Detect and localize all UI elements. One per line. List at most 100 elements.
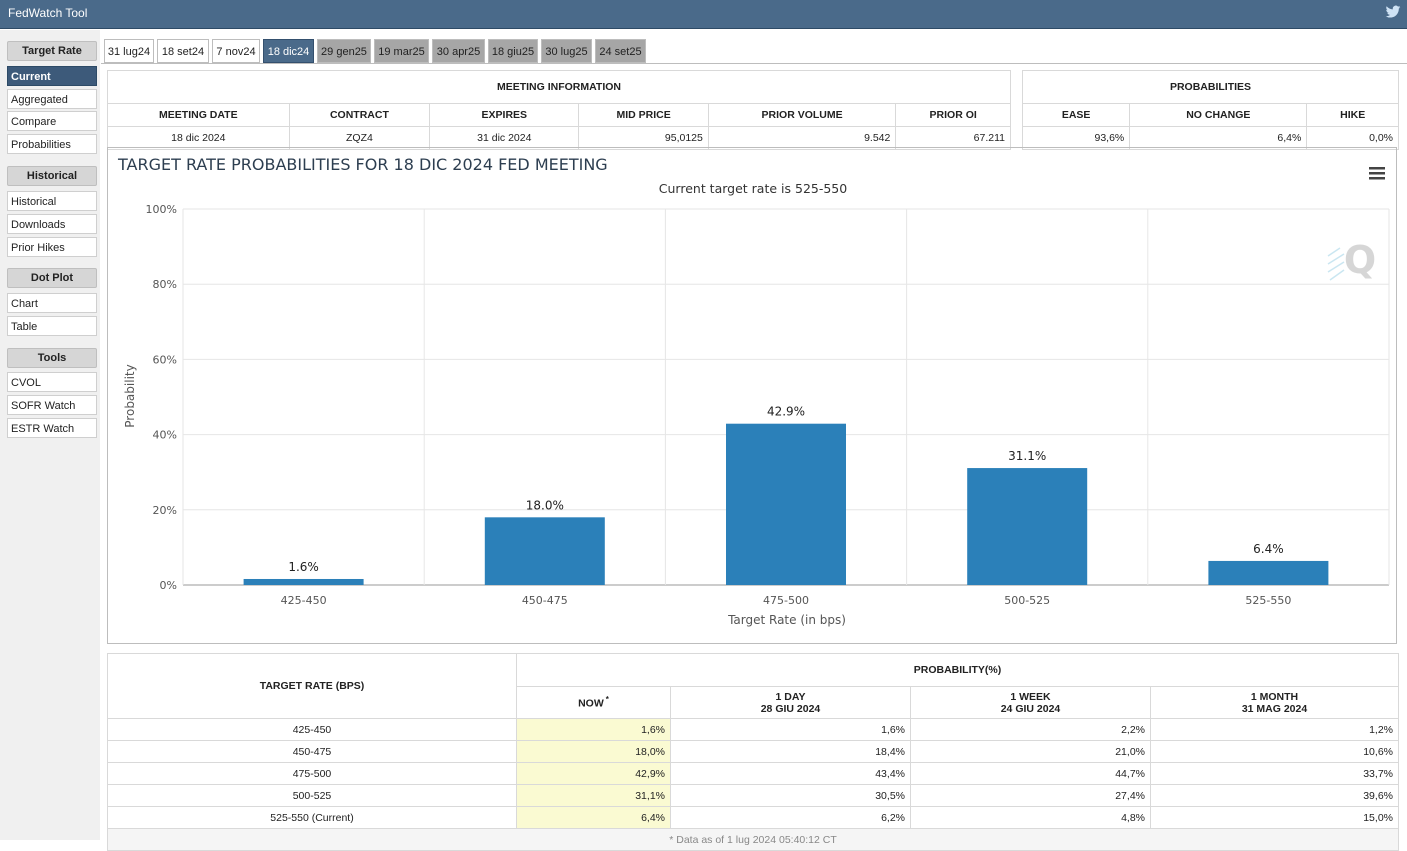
tab-meeting-3[interactable]: 7 nov24 <box>212 39 260 63</box>
sidebar-item-compare[interactable]: Compare <box>7 111 97 131</box>
col-ease: EASE <box>1021 103 1131 127</box>
tab-divider <box>101 63 1407 64</box>
col-now-mark: * <box>605 695 609 705</box>
bar-500-525 <box>967 468 1088 585</box>
sidebar-item-prior-hikes[interactable]: Prior Hikes <box>7 237 97 257</box>
tab-meeting-5[interactable]: 29 gen25 <box>317 39 371 63</box>
row-1-week: 21,0% <box>910 740 1151 763</box>
chart-menu-icon[interactable] <box>1369 167 1385 180</box>
row-1-week: 44,7% <box>910 762 1151 785</box>
chart-bars: 1.6% 18.0% 42.9% 31.1% 6.4% <box>243 405 1329 585</box>
tab-meeting-7[interactable]: 30 apr25 <box>432 39 485 63</box>
row-1-day: 6,2% <box>670 806 911 829</box>
tab-meeting-4[interactable]: 18 dic24 <box>263 39 314 63</box>
sidebar-item-cvol[interactable]: CVOL <box>7 372 97 392</box>
tab-meeting-1[interactable]: 31 lug24 <box>104 39 154 63</box>
col-1-day-label: 1 DAY <box>775 690 806 703</box>
sidebar-heading-tools: Tools <box>7 348 97 368</box>
row-1-week: 2,2% <box>910 718 1151 741</box>
table-row: 425-450 1,6% 1,6% 2,2% 1,2% <box>107 718 1399 741</box>
x-axis-label: Target Rate (in bps) <box>727 613 846 627</box>
col-now: NOW * <box>516 686 671 719</box>
x-tick-label: 525-550 <box>1245 594 1291 607</box>
sidebar-item-estr-watch[interactable]: ESTR Watch <box>7 418 97 438</box>
row-now: 1,6% <box>516 718 671 741</box>
bar-value-label: 1.6% <box>288 560 319 574</box>
col-target-rate: TARGET RATE (BPS) <box>107 653 517 719</box>
col-no-change: NO CHANGE <box>1129 103 1308 127</box>
col-1-week-label: 1 WEEK <box>1010 690 1051 703</box>
tab-meeting-8[interactable]: 18 giu25 <box>488 39 538 63</box>
sidebar-item-table[interactable]: Table <box>7 316 97 336</box>
watermark-logo-icon: Q <box>1327 238 1376 282</box>
bar-value-label: 18.0% <box>526 498 564 512</box>
tab-meeting-10[interactable]: 24 set25 <box>595 39 646 63</box>
ease-value: 93,6% <box>1021 126 1131 150</box>
bar-525-550 <box>1208 560 1329 585</box>
sidebar: Target Rate Current Aggregated Compare P… <box>0 30 100 840</box>
sidebar-item-downloads[interactable]: Downloads <box>7 214 97 234</box>
table-row: 500-525 31,1% 30,5% 27,4% 39,6% <box>107 784 1399 807</box>
row-target: 425-450 <box>107 718 517 741</box>
col-1-month: 1 MONTH 31 MAG 2024 <box>1150 686 1399 719</box>
tab-meeting-9[interactable]: 30 lug25 <box>541 39 592 63</box>
row-1-day: 18,4% <box>670 740 911 763</box>
row-1-day: 43,4% <box>670 762 911 785</box>
chart-subtitle: Current target rate is 525-550 <box>659 181 847 196</box>
row-target: 500-525 <box>107 784 517 807</box>
meeting-date-value: 18 dic 2024 <box>107 126 290 150</box>
row-target: 450-475 <box>107 740 517 763</box>
row-now: 18,0% <box>516 740 671 763</box>
row-1-month: 15,0% <box>1150 806 1399 829</box>
row-1-day: 30,5% <box>670 784 911 807</box>
chart-container: TARGET RATE PROBABILITIES FOR 18 DIC 202… <box>107 147 1397 644</box>
bar-value-label: 6.4% <box>1253 542 1284 556</box>
y-tick-label: 100% <box>146 203 177 216</box>
sidebar-item-historical[interactable]: Historical <box>7 191 97 211</box>
bar-425-450 <box>243 578 364 585</box>
row-now: 42,9% <box>516 762 671 785</box>
col-contract: CONTRACT <box>288 103 431 127</box>
twitter-icon[interactable] <box>1385 4 1401 23</box>
bar-450-475 <box>484 517 605 585</box>
row-target: 525-550 (Current) <box>107 806 517 829</box>
contract-value: ZQZ4 <box>288 126 431 150</box>
x-tick-label: 425-450 <box>281 594 327 607</box>
row-1-week: 27,4% <box>910 784 1151 807</box>
meeting-info-table: MEETING INFORMATION MEETING DATE CONTRAC… <box>107 70 1011 150</box>
sidebar-item-chart[interactable]: Chart <box>7 293 97 313</box>
tab-meeting-6[interactable]: 19 mar25 <box>374 39 429 63</box>
row-1-month: 10,6% <box>1150 740 1399 763</box>
y-tick-label: 40% <box>153 429 177 442</box>
col-prior-volume: PRIOR VOLUME <box>707 103 897 127</box>
sidebar-heading-historical: Historical <box>7 166 97 186</box>
col-prior-oi: PRIOR OI <box>895 103 1011 127</box>
probabilities-table: PROBABILITIES EASE NO CHANGE HIKE 93,6% … <box>1021 70 1399 150</box>
col-1-day-date: 28 GIU 2024 <box>760 702 821 715</box>
sidebar-item-sofr-watch[interactable]: SOFR Watch <box>7 395 97 415</box>
bar-value-label: 42.9% <box>767 405 805 419</box>
no-change-value: 6,4% <box>1129 126 1308 150</box>
col-1-month-label: 1 MONTH <box>1250 690 1299 703</box>
tab-meeting-2[interactable]: 18 set24 <box>157 39 209 63</box>
sidebar-item-aggregated[interactable]: Aggregated <box>7 89 97 109</box>
row-1-week: 4,8% <box>910 806 1151 829</box>
col-1-week: 1 WEEK 24 GIU 2024 <box>910 686 1151 719</box>
sidebar-heading-target-rate: Target Rate <box>7 41 97 61</box>
svg-text:Q: Q <box>1344 238 1376 282</box>
app-title: FedWatch Tool <box>8 6 88 20</box>
top-bar: FedWatch Tool <box>0 0 1407 29</box>
hike-value: 0,0% <box>1306 126 1399 150</box>
probability-chart: TARGET RATE PROBABILITIES FOR 18 DIC 202… <box>117 155 1390 627</box>
sidebar-item-current[interactable]: Current <box>7 66 97 86</box>
y-tick-label: 20% <box>153 504 177 517</box>
row-target: 475-500 <box>107 762 517 785</box>
row-now: 31,1% <box>516 784 671 807</box>
chart-title: TARGET RATE PROBABILITIES FOR 18 DIC 202… <box>117 155 608 174</box>
probabilities-title: PROBABILITIES <box>1022 70 1399 104</box>
mid-price-value: 95,0125 <box>578 126 709 150</box>
y-tick-label: 60% <box>153 353 177 366</box>
x-axis-ticks: 425-450 450-475 475-500 500-525 525-550 <box>281 594 1292 607</box>
col-expires: EXPIRES <box>429 103 580 127</box>
sidebar-item-probabilities[interactable]: Probabilities <box>7 134 97 154</box>
